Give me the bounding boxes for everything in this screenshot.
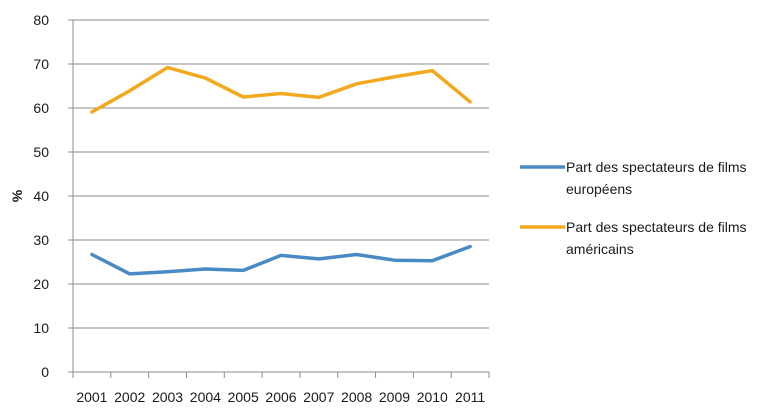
x-tick-label: 2002	[114, 389, 145, 405]
y-tick-label: 30	[33, 232, 49, 248]
x-tick-label: 2010	[417, 389, 448, 405]
series-line-1	[90, 244, 472, 276]
y-tick-label: 60	[33, 100, 49, 116]
legend-label-1: Part des spectateurs de films européens	[566, 159, 747, 197]
series-line-2	[90, 65, 472, 114]
y-axis-title: %	[9, 189, 25, 202]
y-tick-label: 80	[33, 12, 49, 28]
x-tick-label: 2009	[379, 389, 410, 405]
x-tick-label: 2005	[228, 389, 259, 405]
legend-label-2: Part des spectateurs de films américains	[566, 219, 747, 257]
y-tick-label: 20	[33, 276, 49, 292]
x-tick-label: 2006	[265, 389, 296, 405]
y-tick-label: 70	[33, 56, 49, 72]
x-tick-label: 2004	[190, 389, 221, 405]
y-tick-label: 0	[41, 364, 49, 380]
legend: Part des spectateurs de films européens Pa…	[520, 159, 747, 257]
series-lines	[90, 65, 472, 276]
y-tick-label: 10	[33, 320, 49, 336]
x-tick-label: 2001	[76, 389, 107, 405]
x-tick-label: 2003	[152, 389, 183, 405]
x-tick-label: 2011	[455, 389, 485, 405]
gridlines	[73, 19, 489, 329]
x-tick-label: 2008	[341, 389, 372, 405]
y-tick-label: 40	[33, 188, 49, 204]
y-tick-label: 50	[33, 144, 49, 160]
axes: 0 10 20 30 40 50 60 70 80 2001 2002 2003 2004 2005 200…	[33, 12, 490, 405]
x-tick-label: 2007	[303, 389, 334, 405]
